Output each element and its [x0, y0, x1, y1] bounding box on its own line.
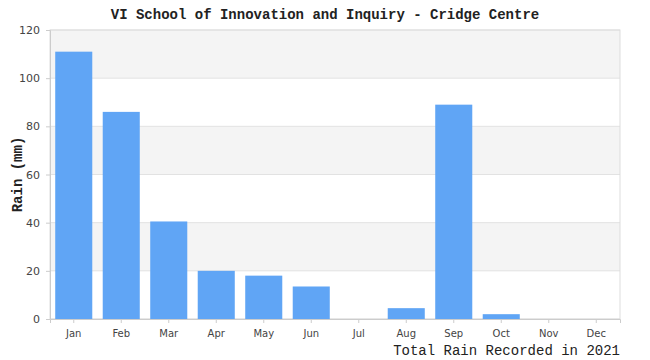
y-tick-mark: [46, 223, 50, 224]
bar: [55, 52, 92, 319]
x-tick-mark: [501, 319, 502, 323]
x-tick-mark: [548, 319, 549, 323]
x-axis-line: [51, 320, 621, 324]
y-tick: 20: [26, 265, 50, 278]
x-tick: Apr: [208, 319, 226, 339]
x-tick: Mar: [159, 319, 179, 339]
y-tick: 80: [26, 120, 50, 133]
x-tick: May: [253, 319, 274, 339]
x-tick-mark: [453, 319, 454, 323]
x-tick-label: Dec: [587, 328, 606, 339]
y-tick: 40: [26, 217, 50, 230]
y-tick: 60: [26, 169, 50, 182]
x-tick-mark: [406, 319, 407, 323]
y-tick-label: 0: [33, 313, 40, 326]
y-tick-mark: [46, 78, 50, 79]
x-tick: Jan: [65, 319, 81, 339]
bar: [150, 221, 187, 319]
bar: [293, 286, 330, 319]
title: VI School of Innovation and Inquiry - Cr…: [111, 7, 539, 23]
x-tick-mark: [73, 319, 74, 323]
x-tick: Sep: [444, 319, 463, 339]
chart: 0 20 40 60 80 100 120 Jan Feb Mar Apr May Jun Jul Aug S…: [0, 0, 650, 360]
x-tick: Jul: [352, 319, 365, 339]
bar: [198, 271, 235, 319]
x-tick-label: Aug: [396, 328, 416, 339]
bar: [340, 319, 377, 320]
y-axis-line: [46, 31, 51, 320]
x-tick-label: Mar: [159, 328, 179, 339]
x-tick: Jun: [302, 319, 319, 339]
x-tick: Nov: [539, 319, 559, 339]
y-tick-label: 40: [26, 217, 40, 230]
x-tick-label: Jan: [65, 328, 81, 339]
grid-line: [50, 78, 620, 79]
bar: [103, 112, 140, 319]
y-tick-mark: [46, 319, 50, 320]
bar: [483, 314, 520, 319]
x-tick-label: May: [253, 328, 274, 339]
x-tick-mark: [263, 319, 264, 323]
grid-band: [50, 30, 620, 78]
bar: [245, 276, 282, 319]
y-tick-mark: [46, 126, 50, 127]
x-axis-title: Total Rain Recorded in 2021: [393, 343, 620, 359]
x-tick-label: Apr: [208, 328, 226, 339]
bar: [530, 319, 567, 320]
x-tick-mark: [168, 319, 169, 323]
x-tick-label: Feb: [112, 328, 130, 339]
x-tick-label: Sep: [444, 328, 463, 339]
y-tick-label: 80: [26, 120, 40, 133]
x-tick-label: Nov: [539, 328, 559, 339]
plot: 0 20 40 60 80 100 120 Jan Feb Mar Apr May Jun Jul Aug S…: [19, 24, 621, 339]
x-tick-label: Jul: [352, 328, 365, 339]
bar: [388, 308, 425, 319]
bar: [435, 105, 472, 319]
y-tick: 120: [19, 24, 50, 37]
x-tick-mark: [358, 319, 359, 323]
x-tick-mark: [216, 319, 217, 323]
y-tick-mark: [46, 271, 50, 272]
y-tick: 100: [19, 72, 50, 85]
y-tick-label: 60: [26, 169, 40, 182]
y-axis-title: Rain (mm): [10, 137, 26, 213]
bar: [578, 319, 615, 320]
y-tick-label: 100: [19, 72, 40, 85]
x-tick-mark: [596, 319, 597, 323]
x-tick: Oct: [493, 319, 510, 339]
y-tick-label: 20: [26, 265, 40, 278]
x-tick-mark: [311, 319, 312, 323]
x-tick: Dec: [587, 319, 606, 339]
x-tick: Feb: [112, 319, 130, 339]
x-tick-mark: [121, 319, 122, 323]
bars: [55, 52, 520, 319]
x-tick-label: Jun: [302, 328, 319, 339]
plot-frame: [50, 30, 620, 319]
y-tick-mark: [46, 175, 50, 176]
x-tick-label: Oct: [493, 328, 510, 339]
y-tick: 0: [33, 313, 50, 326]
y-tick-label: 120: [19, 24, 40, 37]
y-tick-mark: [46, 30, 50, 31]
x-axis: Jan Feb Mar Apr May Jun Jul Aug Sep Oct Nov Dec: [51, 319, 621, 339]
x-tick: Aug: [396, 319, 416, 339]
